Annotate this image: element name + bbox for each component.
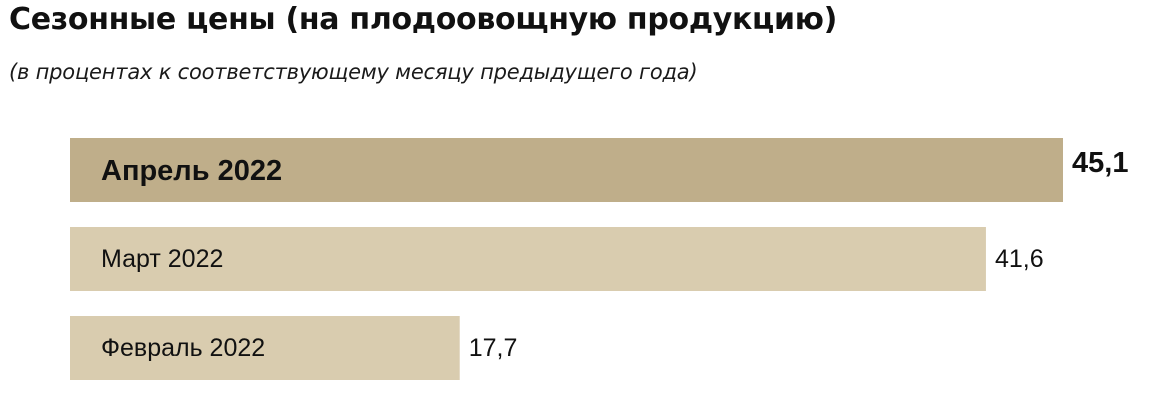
bar-1 <box>70 227 986 291</box>
category-label-1: Март 2022 <box>101 245 223 273</box>
category-label-2: Февраль 2022 <box>101 334 265 362</box>
value-label-2: 17,7 <box>469 334 518 362</box>
bar-0 <box>70 138 1063 202</box>
value-label-0: 45,1 <box>1072 147 1128 179</box>
value-label-1: 41,6 <box>995 245 1044 273</box>
chart-title: Сезонные цены (на плодоовощную продукцию… <box>9 2 837 37</box>
chart-subtitle: (в процентах к соответствующему месяцу п… <box>9 60 698 84</box>
category-label-0: Апрель 2022 <box>101 155 282 187</box>
bar-2 <box>70 316 460 380</box>
